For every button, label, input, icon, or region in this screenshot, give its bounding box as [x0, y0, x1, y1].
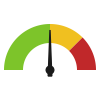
Polygon shape [4, 24, 50, 70]
Circle shape [46, 66, 54, 74]
Polygon shape [69, 38, 96, 70]
Polygon shape [50, 24, 82, 51]
Polygon shape [48, 30, 52, 76]
